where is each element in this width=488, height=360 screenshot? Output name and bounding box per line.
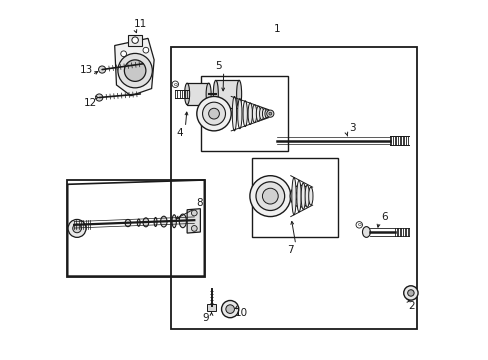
Circle shape	[191, 210, 197, 216]
Bar	[171, 47, 416, 329]
Ellipse shape	[236, 80, 241, 108]
Circle shape	[355, 222, 362, 228]
Ellipse shape	[264, 110, 269, 118]
Circle shape	[118, 53, 152, 88]
Text: 2: 2	[407, 301, 414, 311]
Ellipse shape	[154, 217, 157, 226]
Text: o: o	[357, 222, 361, 227]
FancyBboxPatch shape	[215, 80, 239, 108]
Circle shape	[221, 301, 238, 318]
Ellipse shape	[308, 187, 312, 205]
Circle shape	[121, 51, 126, 57]
Text: 1: 1	[273, 24, 280, 35]
Ellipse shape	[160, 216, 167, 227]
Text: 11: 11	[134, 19, 147, 29]
Ellipse shape	[142, 218, 148, 227]
Ellipse shape	[232, 96, 236, 131]
Circle shape	[255, 182, 284, 211]
Text: 5: 5	[215, 61, 221, 71]
Circle shape	[96, 94, 102, 101]
Text: o: o	[173, 82, 177, 87]
Ellipse shape	[184, 83, 189, 105]
Text: 7: 7	[286, 245, 293, 255]
Polygon shape	[115, 39, 154, 96]
Circle shape	[403, 286, 417, 300]
Text: 3: 3	[348, 123, 355, 133]
Circle shape	[249, 176, 290, 217]
Ellipse shape	[362, 226, 369, 237]
Ellipse shape	[213, 80, 218, 108]
Bar	[67, 180, 204, 277]
Text: 9: 9	[203, 313, 209, 323]
Circle shape	[208, 108, 219, 119]
Circle shape	[99, 66, 105, 73]
Ellipse shape	[252, 105, 256, 123]
Circle shape	[295, 191, 305, 202]
FancyBboxPatch shape	[187, 83, 208, 105]
Ellipse shape	[259, 108, 264, 120]
Circle shape	[196, 96, 231, 131]
Circle shape	[225, 305, 234, 314]
Ellipse shape	[262, 109, 266, 119]
Ellipse shape	[206, 83, 211, 105]
Circle shape	[289, 185, 311, 207]
Circle shape	[407, 290, 413, 296]
Ellipse shape	[243, 101, 247, 127]
Text: 8: 8	[196, 198, 203, 208]
Circle shape	[142, 47, 148, 53]
Text: 12: 12	[83, 98, 97, 108]
Ellipse shape	[256, 106, 260, 121]
Bar	[251, 158, 337, 237]
Ellipse shape	[172, 215, 176, 228]
Ellipse shape	[137, 219, 140, 226]
Ellipse shape	[301, 183, 305, 210]
Text: 4: 4	[176, 128, 183, 138]
Text: 10: 10	[235, 309, 248, 318]
Ellipse shape	[237, 99, 242, 129]
Bar	[201, 76, 287, 151]
Circle shape	[266, 110, 273, 117]
Ellipse shape	[305, 185, 309, 207]
Text: 6: 6	[380, 212, 387, 221]
Ellipse shape	[247, 103, 252, 125]
Text: 13: 13	[80, 64, 93, 75]
Circle shape	[172, 81, 178, 87]
Ellipse shape	[291, 177, 296, 215]
Circle shape	[268, 112, 271, 115]
Circle shape	[73, 224, 81, 233]
Ellipse shape	[179, 214, 186, 228]
Bar	[207, 305, 215, 311]
Ellipse shape	[125, 220, 131, 226]
Ellipse shape	[296, 180, 301, 212]
Polygon shape	[187, 209, 200, 233]
Circle shape	[124, 60, 145, 81]
Circle shape	[132, 37, 138, 43]
Circle shape	[202, 102, 225, 125]
Circle shape	[191, 226, 197, 231]
Polygon shape	[128, 35, 142, 45]
Circle shape	[262, 188, 278, 204]
Circle shape	[68, 220, 86, 237]
